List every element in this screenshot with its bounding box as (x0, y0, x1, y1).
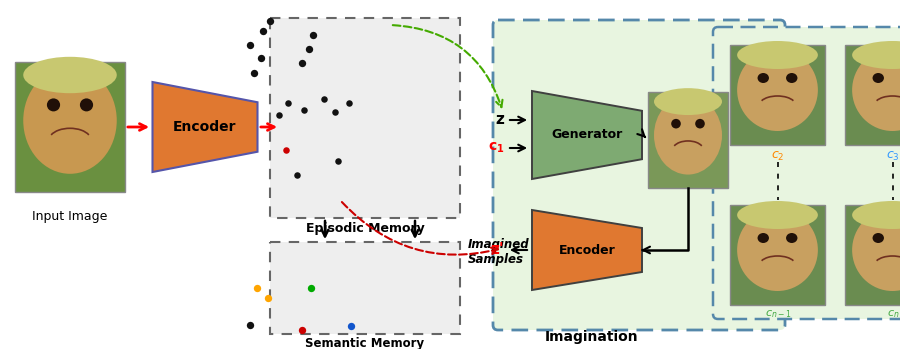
FancyBboxPatch shape (15, 62, 125, 192)
Ellipse shape (47, 98, 60, 111)
Ellipse shape (737, 209, 818, 291)
Text: $c_3$: $c_3$ (886, 150, 900, 163)
Ellipse shape (737, 201, 818, 229)
FancyBboxPatch shape (845, 45, 900, 145)
FancyBboxPatch shape (730, 205, 825, 305)
Point (328, 109, 342, 114)
FancyBboxPatch shape (493, 20, 785, 330)
Point (344, 324, 358, 329)
Ellipse shape (758, 73, 769, 83)
Text: $c_{n-1}$: $c_{n-1}$ (765, 308, 791, 320)
FancyBboxPatch shape (845, 205, 900, 305)
Point (297, 107, 311, 113)
Ellipse shape (654, 88, 722, 115)
Ellipse shape (671, 119, 680, 128)
Ellipse shape (852, 49, 900, 131)
Text: Input Image: Input Image (32, 210, 108, 223)
Text: Episodic Memory: Episodic Memory (306, 222, 425, 235)
FancyBboxPatch shape (730, 45, 825, 145)
FancyBboxPatch shape (648, 92, 728, 188)
Ellipse shape (872, 73, 884, 83)
Point (256, 29, 270, 34)
Point (330, 158, 345, 163)
Point (249, 285, 264, 291)
Point (261, 296, 275, 301)
Ellipse shape (654, 96, 722, 174)
Point (294, 60, 309, 66)
Ellipse shape (786, 73, 797, 83)
Point (290, 172, 304, 177)
Ellipse shape (852, 41, 900, 69)
Point (302, 46, 316, 52)
Ellipse shape (758, 233, 769, 243)
Ellipse shape (852, 209, 900, 291)
Text: Encoder: Encoder (173, 120, 237, 134)
Point (247, 70, 261, 76)
Point (303, 285, 318, 291)
FancyBboxPatch shape (270, 18, 460, 218)
Ellipse shape (737, 41, 818, 69)
Text: $c_2$: $c_2$ (771, 150, 785, 163)
Polygon shape (532, 210, 642, 290)
Text: z': z' (491, 243, 504, 258)
Polygon shape (152, 82, 257, 172)
Text: Generator: Generator (552, 128, 623, 141)
Polygon shape (532, 91, 642, 179)
Ellipse shape (23, 57, 117, 93)
Point (294, 327, 309, 333)
Ellipse shape (786, 233, 797, 243)
Point (254, 55, 268, 60)
Text: Imagined
Samples: Imagined Samples (468, 238, 529, 266)
Ellipse shape (737, 49, 818, 131)
Point (272, 112, 286, 118)
Point (317, 97, 331, 102)
Text: $c_n$: $c_n$ (886, 308, 899, 320)
Ellipse shape (695, 119, 705, 128)
FancyBboxPatch shape (713, 27, 900, 319)
Text: z: z (495, 112, 504, 127)
Point (279, 147, 293, 153)
Point (281, 100, 295, 106)
Text: Semantic Memory: Semantic Memory (305, 337, 425, 349)
Text: $\mathbf{c_1}$: $\mathbf{c_1}$ (488, 141, 504, 155)
Point (342, 100, 356, 106)
Ellipse shape (852, 201, 900, 229)
Point (243, 43, 257, 48)
Ellipse shape (872, 233, 884, 243)
Text: Imagination: Imagination (545, 330, 639, 344)
Ellipse shape (80, 98, 93, 111)
Point (263, 18, 277, 24)
Point (306, 32, 320, 38)
Text: Encoder: Encoder (559, 244, 616, 257)
Ellipse shape (23, 67, 117, 174)
FancyBboxPatch shape (270, 242, 460, 334)
Point (243, 322, 257, 327)
